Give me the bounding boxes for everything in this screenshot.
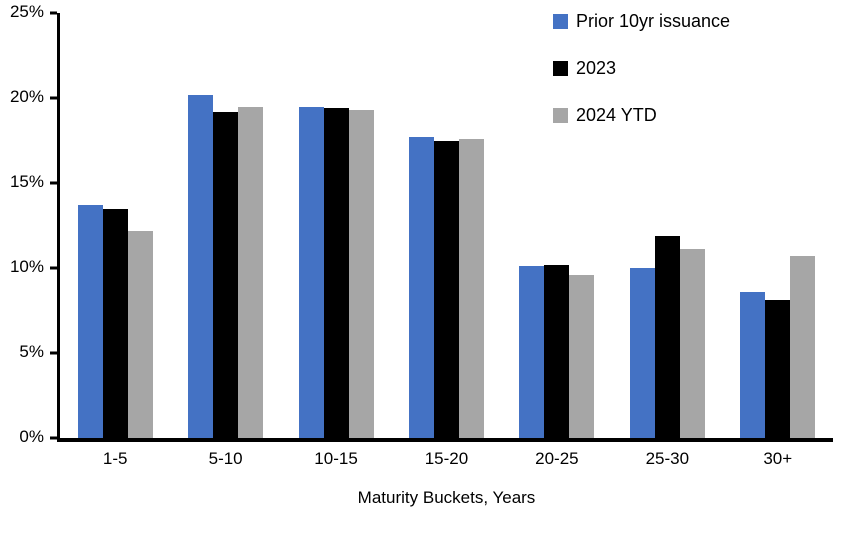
legend-item: Prior 10yr issuance (553, 11, 730, 32)
bar (519, 266, 545, 438)
bar (348, 109, 374, 438)
x-axis-title: Maturity Buckets, Years (357, 488, 536, 507)
bar-group (408, 13, 484, 438)
legend-marker (553, 108, 568, 123)
x-axis-label: 15-20 (424, 449, 469, 468)
legend-label: Prior 10yr issuance (576, 11, 731, 31)
x-axis-labels: 1-5 5-10 10-15 15-20 20-25 25-30 30+ (60, 449, 833, 469)
bar (790, 256, 816, 438)
bar (458, 138, 484, 438)
legend-label: 2024 YTD (576, 105, 657, 125)
x-axis-label: 5-10 (208, 449, 243, 468)
bar (188, 94, 214, 438)
x-axis-label: 20-25 (535, 449, 579, 468)
bar-group (77, 13, 153, 438)
bar (77, 205, 103, 438)
bar-group (740, 13, 816, 438)
bar (298, 106, 324, 438)
bar (213, 111, 239, 438)
bar (765, 300, 791, 438)
y-axis-line (57, 13, 60, 442)
y-axis-label: 0% (19, 427, 44, 446)
chart-legend: Prior 10yr issuance 2023 2024 YTD (553, 11, 730, 126)
bar (433, 140, 459, 438)
bar (323, 108, 349, 438)
bars-container (60, 13, 833, 438)
y-tick (50, 351, 57, 355)
bar (102, 208, 128, 438)
x-axis-line (57, 438, 833, 442)
y-tick (50, 436, 57, 440)
y-tick (50, 181, 57, 185)
bar (740, 291, 766, 438)
y-axis-label: 5% (19, 342, 44, 361)
bar (544, 264, 570, 438)
bar (238, 106, 264, 438)
bar-group (629, 13, 705, 438)
y-tick (50, 266, 57, 270)
legend-item: 2023 (553, 58, 730, 79)
bar-group (519, 13, 595, 438)
bar (679, 249, 705, 438)
bar (408, 137, 434, 438)
y-tick (50, 96, 57, 100)
legend-marker (553, 61, 568, 76)
bar (127, 230, 153, 438)
x-axis-label: 25-30 (645, 449, 690, 468)
y-tick (50, 11, 57, 15)
y-axis-label: 20% (9, 87, 44, 106)
y-axis-label: 25% (9, 2, 44, 21)
bar-group (188, 13, 264, 438)
plot-area: 0% 5% 10% 15% 20% 25% (10, 2, 833, 446)
x-axis-label: 10-15 (314, 449, 358, 468)
legend-marker (553, 14, 568, 29)
bar (654, 235, 680, 438)
legend-item: 2024 YTD (553, 105, 730, 126)
x-axis-label: 1-5 (102, 449, 128, 468)
y-axis-label: 10% (9, 257, 44, 276)
bar (569, 274, 595, 438)
bar (629, 268, 655, 438)
legend-label: 2023 (576, 58, 617, 78)
x-axis-label: 30+ (763, 449, 793, 468)
y-axis-label: 15% (9, 172, 44, 191)
bar-group (298, 13, 374, 438)
